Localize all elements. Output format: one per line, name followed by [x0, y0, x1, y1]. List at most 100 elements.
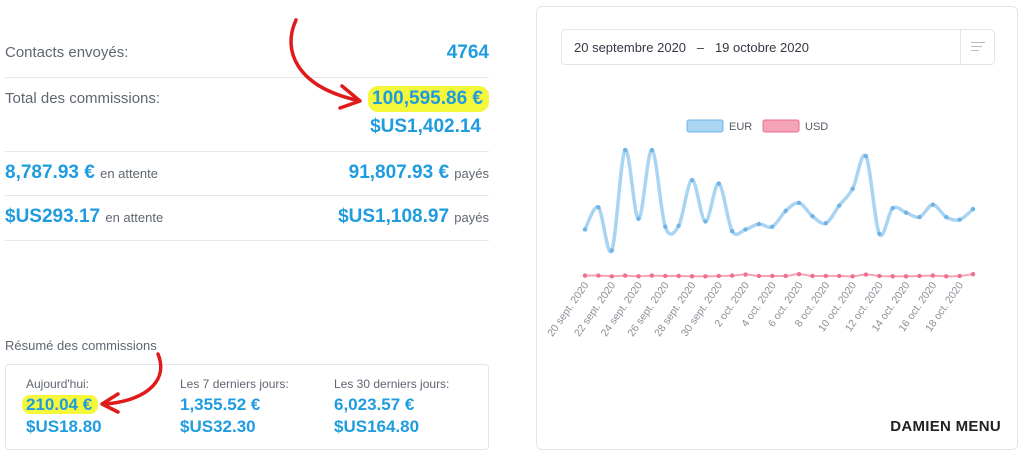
data-point-eur [636, 216, 641, 222]
usd-status-row: $US293.17 en attente $US1,108.97 payés [5, 196, 489, 241]
paid-usd-value: $US1,108.97 [338, 206, 450, 227]
data-point-usd [703, 274, 708, 279]
red-arrow-annotation-2 [100, 352, 163, 414]
data-point-usd [663, 273, 668, 279]
contacts-label: Contacts envoyés: [5, 44, 129, 61]
legend-swatch-eur[interactable] [686, 119, 724, 133]
data-point-eur [676, 223, 681, 229]
data-point-eur [743, 227, 748, 232]
total-commissions-usd: $US1,402.14 [370, 116, 481, 137]
total-commissions-eur: 100,595.86 € [368, 86, 489, 112]
data-point-usd [649, 273, 655, 278]
data-point-eur [770, 224, 775, 229]
paid-usd-suffix: payés [454, 210, 489, 225]
data-point-eur [823, 221, 829, 226]
summary-30-days: Les 30 derniers jours: 6,023.57 € $US164… [334, 377, 449, 437]
summary-7-days-usd: $US32.30 [180, 417, 256, 436]
summary-7-days-label: Les 7 derniers jours: [180, 377, 289, 391]
data-point-eur [663, 224, 668, 229]
legend-label-usd[interactable]: USD [805, 121, 828, 133]
data-point-usd [903, 274, 909, 279]
date-range-end: 19 octobre 2020 [714, 40, 809, 55]
date-range-start: 20 septembre 2020 [574, 40, 687, 55]
contacts-value: 4764 [446, 42, 489, 63]
data-point-usd [729, 273, 735, 278]
summary-today: Aujourd'hui: 210.04 € $US18.80 [22, 377, 102, 437]
pending-usd-value: $US293.17 [5, 206, 101, 227]
data-point-usd [596, 273, 601, 278]
series-line-eur [583, 148, 975, 254]
eur-status-row: 8,787.93 € en attente 91,807.93 € payés [5, 152, 489, 196]
data-point-eur [930, 202, 936, 207]
data-point-usd [837, 273, 842, 279]
date-range-picker[interactable]: 20 septembre 2020 – 19 octobre 2020 [561, 29, 995, 65]
data-point-usd [622, 273, 628, 278]
date-range-text: 20 septembre 2020 – 19 octobre 2020 [574, 40, 809, 55]
data-point-usd [689, 274, 695, 279]
pending-usd: $US293.17 en attente [5, 206, 163, 228]
data-point-usd [609, 274, 614, 279]
summary-30-days-label: Les 30 derniers jours: [334, 377, 450, 391]
data-point-eur [622, 147, 628, 153]
summary-30-days-usd: $US164.80 [334, 417, 420, 436]
data-point-eur [783, 208, 788, 214]
data-point-eur [796, 200, 802, 206]
data-point-usd [796, 271, 802, 277]
total-commissions-label: Total des commissions: [5, 90, 161, 107]
data-point-usd [917, 273, 922, 279]
data-point-eur [903, 210, 909, 215]
series-line-usd [584, 273, 974, 278]
data-point-usd [810, 273, 815, 279]
pending-eur-value: 8,787.93 € [5, 162, 95, 183]
data-point-usd [756, 273, 762, 279]
data-point-usd [957, 273, 962, 279]
data-point-eur [756, 221, 762, 227]
data-point-eur [689, 177, 695, 183]
data-point-usd [877, 273, 882, 279]
summary-7-days-eur: 1,355.52 € [180, 395, 261, 414]
data-point-usd [676, 273, 681, 279]
summary-7-days: Les 7 derniers jours: 1,355.52 € $US32.3… [180, 377, 289, 437]
data-point-eur [703, 219, 708, 224]
summary-today-label: Aujourd'hui: [26, 377, 89, 391]
data-point-usd [930, 273, 936, 278]
filter-lines-icon[interactable] [960, 30, 994, 64]
paid-eur-value: 91,807.93 € [348, 162, 450, 183]
data-point-usd [582, 273, 588, 278]
data-point-eur [649, 147, 655, 153]
data-point-eur [837, 203, 842, 208]
data-point-usd [823, 273, 829, 279]
chart-card: 20 septembre 2020 – 19 octobre 2020 EUR U… [536, 6, 1018, 450]
summary-title: Résumé des commissions [5, 338, 157, 353]
data-point-usd [716, 273, 721, 279]
data-point-usd [770, 273, 775, 279]
data-point-usd [743, 272, 748, 277]
pending-eur-suffix: en attente [100, 166, 158, 181]
summary-today-eur: 210.04 € [22, 395, 99, 414]
summary-today-usd: $US18.80 [26, 417, 102, 436]
data-point-eur [877, 231, 882, 237]
data-point-eur [957, 217, 962, 222]
data-point-usd [944, 274, 949, 279]
red-arrow-annotation [289, 18, 362, 110]
paid-usd: $US1,108.97 payés [338, 206, 489, 228]
legend-swatch-usd[interactable] [762, 119, 800, 133]
data-point-eur [582, 227, 588, 232]
data-point-eur [810, 213, 815, 219]
data-point-eur [596, 205, 601, 210]
data-point-eur [890, 206, 895, 211]
paid-eur-suffix: payés [454, 166, 489, 181]
data-point-eur [850, 186, 855, 192]
data-point-usd [970, 271, 976, 277]
paid-eur: 91,807.93 € payés [349, 162, 489, 184]
data-point-eur [863, 154, 869, 159]
data-point-eur [970, 206, 976, 212]
total-commissions-row: Total des commissions: 100,595.86 € $US1… [5, 78, 489, 152]
pending-usd-suffix: en attente [105, 210, 164, 225]
data-point-eur [944, 214, 949, 220]
data-point-usd [636, 274, 641, 279]
stats-panel: Contacts envoyés: 4764 Total des commiss… [0, 0, 500, 456]
data-point-usd [863, 272, 869, 277]
pending-eur: 8,787.93 € en attente [5, 162, 158, 184]
legend-label-eur[interactable]: EUR [729, 121, 752, 133]
